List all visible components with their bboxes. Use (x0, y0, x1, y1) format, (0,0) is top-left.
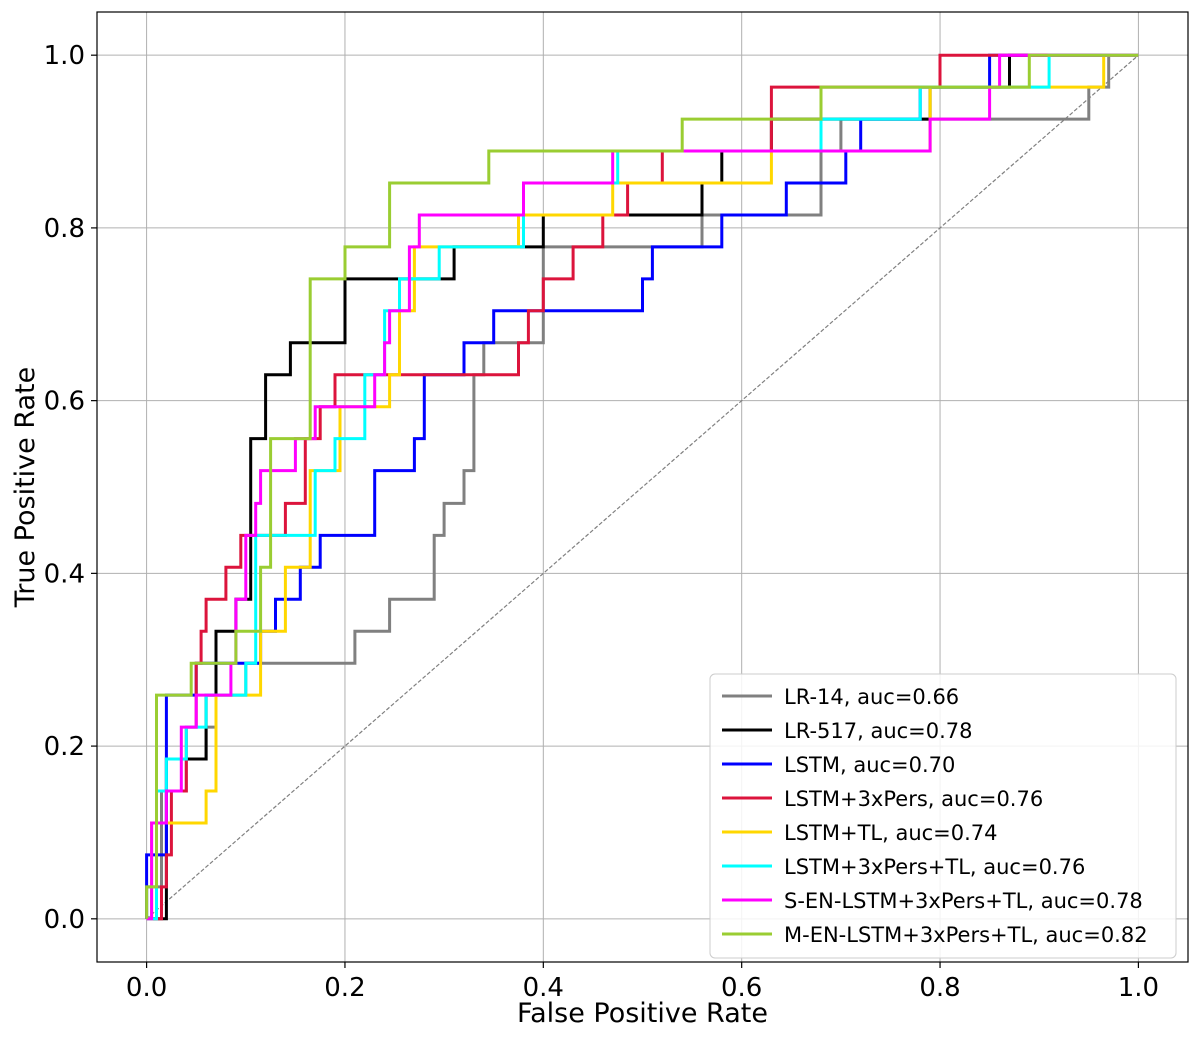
legend-label-6: LSTM+3xPers+TL, auc=0.76 (784, 855, 1085, 879)
roc-curves (145, 53, 1139, 921)
x-tick-label: 0.2 (324, 973, 365, 1003)
x-tick-label: 0.8 (919, 973, 960, 1003)
y-tick-label: 1.0 (44, 41, 85, 71)
grid-lines (97, 12, 1188, 962)
chance-diagonal (146, 54, 1139, 920)
legend-label-1: LR-14, auc=0.66 (784, 685, 959, 709)
y-tick-label: 0.6 (44, 387, 85, 417)
y-axis-label: True Positive Rate (10, 367, 41, 609)
legend-label-3: LSTM, auc=0.70 (784, 753, 955, 777)
legend-label-4: LSTM+3xPers, auc=0.76 (784, 787, 1043, 811)
y-tick-label: 0.2 (44, 732, 85, 762)
legend-label-8: M-EN-LSTM+3xPers+TL, auc=0.82 (784, 923, 1148, 947)
legend-label-5: LSTM+TL, auc=0.74 (784, 821, 998, 845)
roc-curve-5 (146, 53, 1139, 921)
y-tick-label: 0.0 (44, 905, 85, 935)
roc-curve-7 (146, 53, 1139, 921)
x-tick-label: 0.4 (523, 973, 564, 1003)
x-tick-label: 0.6 (721, 973, 762, 1003)
legend-label-2: LR-517, auc=0.78 (784, 719, 973, 743)
legend-label-7: S-EN-LSTM+3xPers+TL, auc=0.78 (784, 889, 1143, 913)
y-tick-label: 0.8 (44, 214, 85, 244)
roc-curve-8 (145, 53, 1139, 919)
axis-ticks: 0.0 0.2 0.4 0.6 0.8 1.0 0.0 0.2 0.4 0.6 0.8 1.0 (44, 41, 1159, 1003)
legend-box (709, 673, 1177, 959)
legend: LR-14, auc=0.66 LR-517, auc=0.78 LSTM, auc… (709, 673, 1177, 959)
plot-frame (96, 11, 1189, 963)
x-axis-label: False Positive Rate (517, 998, 768, 1029)
diagonal-line (146, 54, 1139, 920)
x-tick-label: 1.0 (1118, 973, 1159, 1003)
y-tick-label: 0.4 (44, 559, 85, 589)
x-tick-label: 0.0 (126, 973, 167, 1003)
